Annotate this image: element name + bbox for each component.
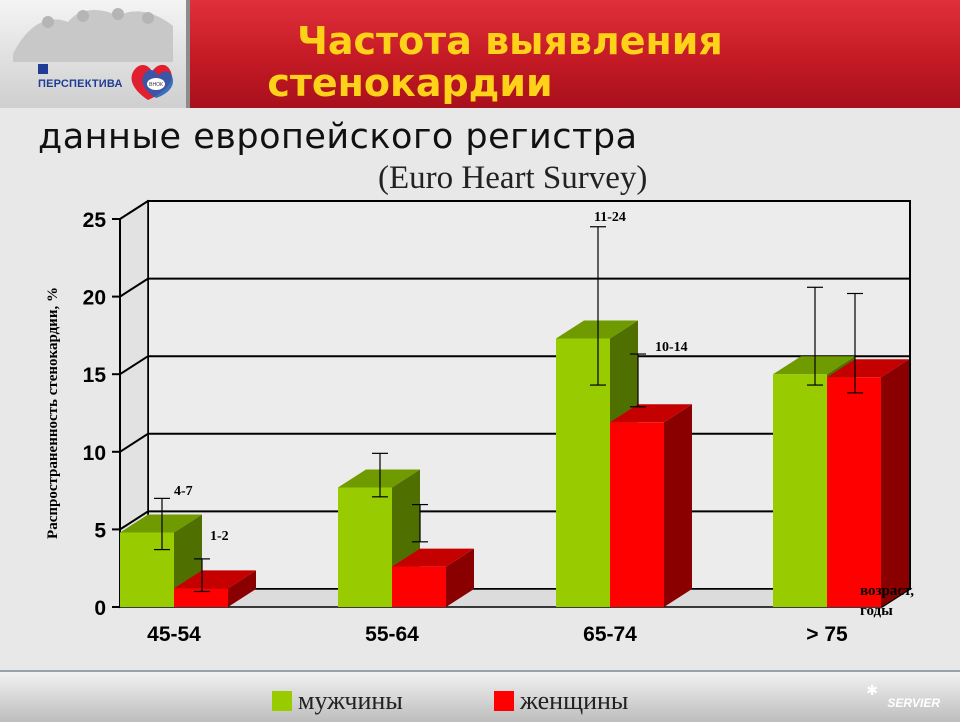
bar-side: [228, 570, 256, 607]
logo-square-icon: [38, 64, 48, 74]
bar-side: [881, 359, 909, 607]
x-tick-label: 45-54: [147, 623, 201, 646]
grid-line: [119, 200, 910, 220]
bar-top: [827, 359, 909, 378]
legend-bar: мужчины женщины ✱ SERVIER: [0, 670, 960, 722]
bar: [392, 566, 446, 607]
y-tick-label: 25: [83, 209, 107, 232]
bar-top: [392, 548, 474, 567]
logo-text: ПЕРСПЕКТИВА: [38, 78, 123, 90]
servier-brand: SERVIER: [887, 696, 940, 710]
bar: [174, 588, 228, 607]
legend-label-women: женщины: [520, 686, 629, 715]
bar: [338, 487, 392, 607]
legend-item-men: мужчины: [272, 686, 403, 716]
y-tick-label: 5: [94, 519, 106, 542]
x-tick-label: > 75: [806, 623, 848, 646]
bar-side: [446, 548, 474, 607]
servier-logo-icon: ✱: [866, 682, 878, 698]
legend-label-men: мужчины: [298, 686, 403, 715]
bar-side: [664, 404, 692, 607]
bar-top: [773, 356, 855, 375]
y-tick-label: 10: [83, 442, 106, 465]
data-label: 10-14: [655, 340, 688, 355]
logo: ПЕРСПЕКТИВА ВНОК: [0, 0, 190, 108]
subtitle-source: (Euro Heart Survey): [378, 160, 648, 196]
hearts-icon: ВНОК: [131, 64, 174, 100]
data-label: 11-24: [594, 210, 626, 225]
legend-swatch-men: [272, 691, 292, 711]
logo-badge: ВНОК: [149, 82, 163, 88]
header-banner: ПЕРСПЕКТИВА ВНОК Частота выявления стено…: [0, 0, 960, 108]
x-tick-label: 55-64: [365, 623, 419, 646]
y-tick-label: 15: [83, 364, 107, 387]
bar: [610, 422, 664, 607]
page-title: Частота выявления: [297, 19, 723, 63]
bar: [773, 374, 827, 607]
data-label: 1-2: [210, 529, 229, 544]
bar: [556, 338, 610, 607]
y-axis-label: Распространенность стенокардии, %: [45, 287, 61, 539]
bar: [120, 532, 174, 607]
bar-chart: 0 5 10 15 20 25 Распространенность стенокардии…: [45, 199, 914, 646]
x-axis-label: возраст, годы: [860, 583, 914, 619]
legend-swatch-women: [494, 691, 514, 711]
grid-line: [119, 355, 910, 376]
data-label: 4-7: [174, 484, 193, 499]
y-tick-label: 0: [94, 597, 106, 620]
bar-top: [338, 469, 420, 488]
grid-line: [119, 277, 910, 298]
bar-top: [556, 320, 638, 339]
page-title-line2: стенокардии: [267, 61, 553, 105]
x-tick-label: 65-74: [583, 623, 637, 646]
bar-top: [120, 514, 202, 533]
y-tick-label: 20: [83, 287, 106, 310]
subtitle: данные европейского регистра: [38, 117, 638, 157]
bar-top: [174, 570, 256, 589]
bar-top: [610, 404, 692, 423]
bar: [827, 377, 881, 607]
legend-item-women: женщины: [494, 686, 628, 716]
people-figures-icon: [13, 8, 173, 62]
